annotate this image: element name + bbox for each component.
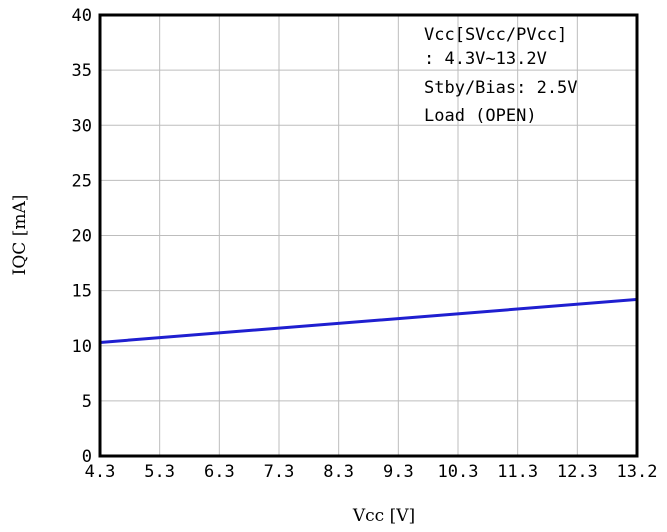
x-tick-label: 10.3 [438, 462, 479, 482]
y-tick-label: 25 [72, 171, 92, 191]
y-tick-label: 30 [72, 116, 92, 136]
x-tick-label: 8.3 [323, 462, 354, 482]
y-tick-label: 0 [82, 447, 92, 467]
annotation-line-1: Vcc[SVcc/PVcc] [424, 25, 567, 45]
x-tick-label: 13.2 [617, 462, 658, 482]
x-tick-label: 6.3 [204, 462, 235, 482]
annotation-line-3: Stby/Bias: 2.5V [424, 78, 578, 98]
y-tick-labels: 0 5 10 15 20 25 30 35 40 [72, 6, 92, 467]
y-tick-label: 20 [72, 227, 92, 247]
grid [100, 15, 637, 456]
x-tick-labels: 4.3 5.3 6.3 7.3 8.3 9.3 10.3 11.3 12.3 13.2 [85, 462, 658, 482]
x-tick-label: 4.3 [85, 462, 116, 482]
x-tick-label: 9.3 [383, 462, 414, 482]
y-tick-label: 15 [72, 282, 92, 302]
x-tick-label: 5.3 [144, 462, 175, 482]
y-tick-label: 35 [72, 61, 92, 81]
y-tick-label: 10 [72, 337, 92, 357]
x-axis-label: Vcc [V] [352, 506, 415, 526]
annotation-box: Vcc[SVcc/PVcc] : 4.3V~13.2V Stby/Bias: 2… [424, 25, 578, 126]
annotation-line-2: : 4.3V~13.2V [424, 49, 547, 69]
plot-frame [98, 13, 639, 458]
x-tick-label: 11.3 [497, 462, 538, 482]
annotation-line-4: Load (OPEN) [424, 106, 537, 126]
x-tick-label: 7.3 [264, 462, 295, 482]
y-tick-label: 40 [72, 6, 92, 26]
y-tick-label: 5 [82, 392, 92, 412]
x-tick-label: 12.3 [557, 462, 598, 482]
series-group [98, 297, 639, 344]
series-line [98, 297, 639, 344]
y-axis-label: IQC [mA] [10, 195, 30, 276]
